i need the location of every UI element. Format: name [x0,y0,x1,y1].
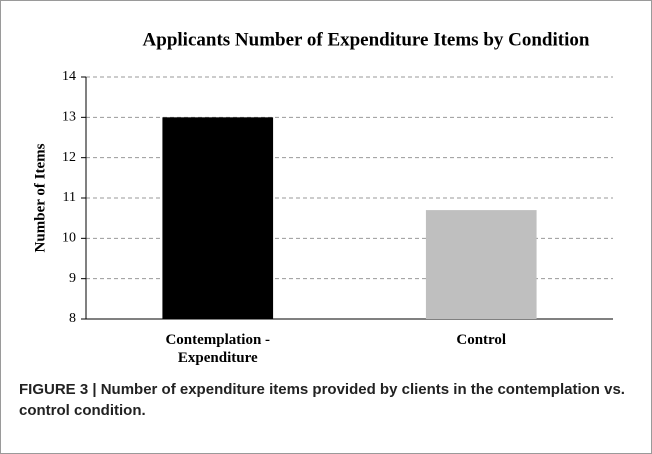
chart: Applicants Number of Expenditure Items b… [32,29,613,326]
y-tick-label: 12 [62,150,76,165]
y-tick-label: 9 [69,271,76,286]
x-tick-label: Contemplation - Expenditure [165,332,271,366]
y-tick-label: 14 [62,69,76,84]
y-tick-label: 13 [62,110,76,125]
x-tick-label: Control [456,332,507,348]
figure-caption: FIGURE 3 | Number of expenditure items p… [19,381,625,419]
bar [162,117,274,319]
chart-title: Applicants Number of Expenditure Items b… [143,29,590,50]
y-tick-label: 8 [69,311,76,326]
y-axis-label: Number of Items [32,143,48,252]
bar [425,210,537,319]
y-tick-label: 11 [63,190,76,205]
y-tick-label: 10 [62,231,76,246]
